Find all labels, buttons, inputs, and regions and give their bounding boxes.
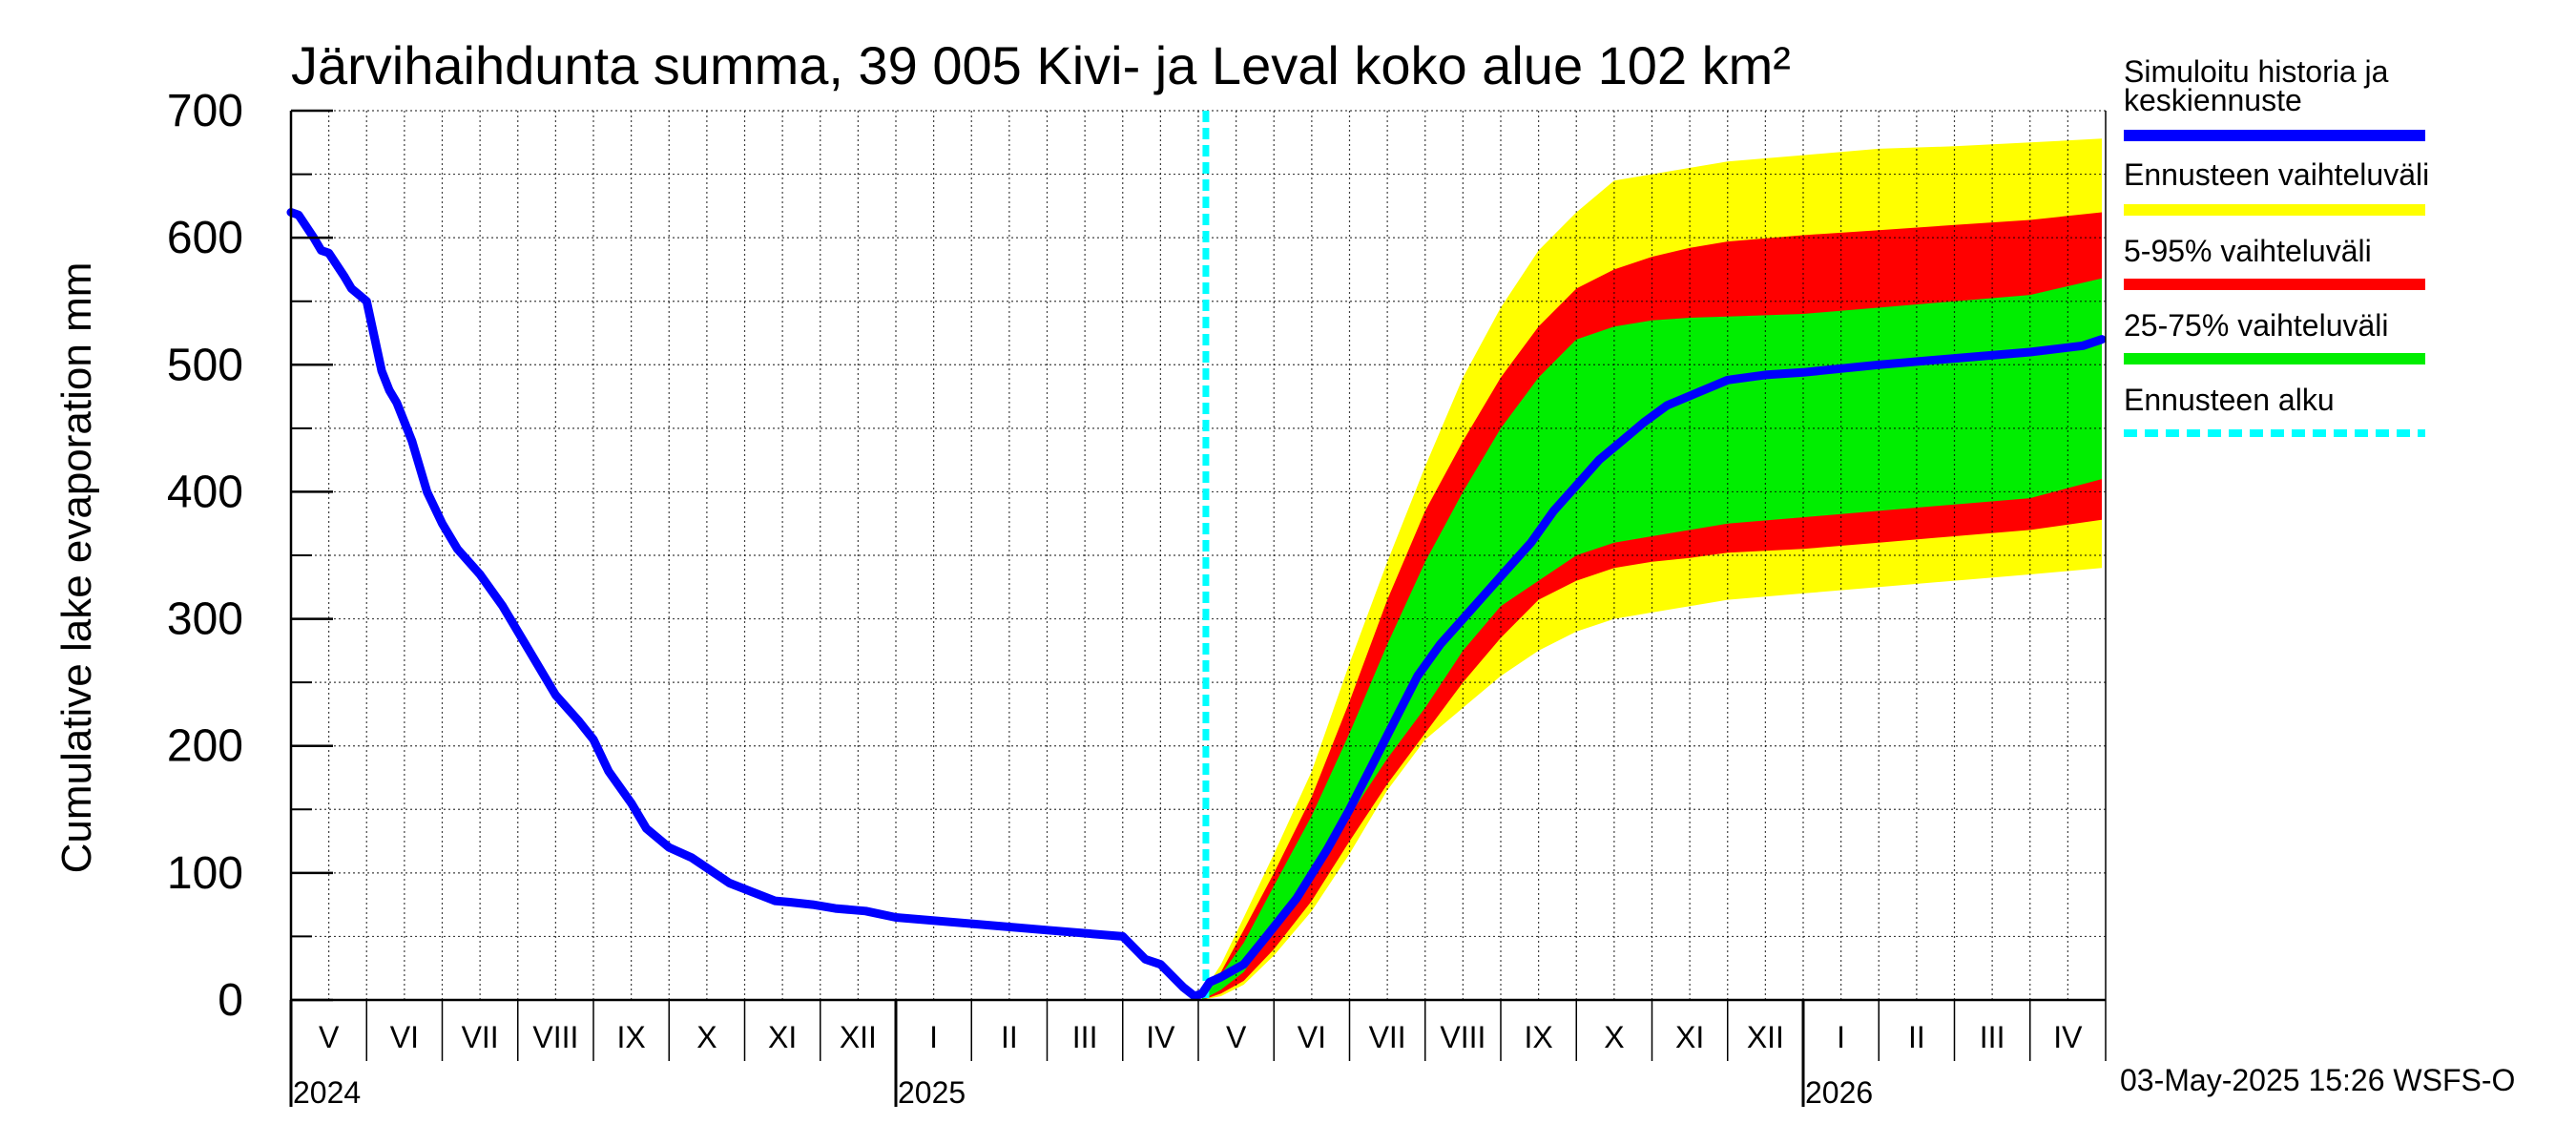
y-tick-label: 700: [167, 86, 243, 136]
y-axis-label: Cumulative lake evaporation mm: [53, 262, 100, 874]
x-month-label: X: [696, 1020, 717, 1054]
legend-label: Ennusteen vaihteluväli: [2124, 157, 2429, 192]
x-year-label: 2026: [1805, 1075, 1873, 1110]
series-lines: [286, 111, 2107, 1001]
legend-label: Simuloitu historia ja: [2124, 54, 2389, 89]
chart-title: Järvihaihdunta summa, 39 005 Kivi- ja Le…: [291, 35, 1791, 95]
x-month-label: III: [1072, 1020, 1098, 1054]
x-year-label: 2025: [898, 1075, 966, 1110]
y-tick-label: 200: [167, 721, 243, 772]
legend-label: keskiennuste: [2124, 83, 2302, 117]
x-year-label: 2024: [293, 1075, 361, 1110]
x-month-label: II: [1001, 1020, 1018, 1054]
x-month-label: IX: [617, 1020, 646, 1054]
x-month-label: V: [319, 1020, 340, 1054]
x-month-label: XII: [1747, 1020, 1784, 1054]
x-month-label: V: [1226, 1020, 1247, 1054]
x-month-label: III: [1980, 1020, 2005, 1054]
x-month-label: XII: [840, 1020, 877, 1054]
x-month-label: VI: [1298, 1020, 1326, 1054]
x-month-label: VII: [462, 1020, 499, 1054]
x-month-label: XI: [768, 1020, 797, 1054]
band-2: [1202, 278, 2102, 1000]
legend-label: Ennusteen alku: [2124, 383, 2335, 417]
x-month-label: XI: [1675, 1020, 1704, 1054]
y-tick-label: 100: [167, 848, 243, 899]
series-line-0: [286, 208, 2107, 1001]
legend-label: 25-75% vaihteluväli: [2124, 308, 2389, 343]
x-month-label: I: [1837, 1020, 1845, 1054]
timestamp-footer: 03-May-2025 15:26 WSFS-O: [2120, 1063, 2515, 1097]
x-month-label: IX: [1525, 1020, 1553, 1054]
x-month-label: II: [1908, 1020, 1925, 1054]
x-month-label: X: [1604, 1020, 1624, 1054]
legend-label: 5-95% vaihteluväli: [2124, 234, 2372, 268]
x-month-label: IV: [2053, 1020, 2083, 1054]
y-tick-label: 0: [218, 975, 243, 1026]
x-month-label: IV: [1146, 1020, 1175, 1054]
x-month-label: VII: [1369, 1020, 1406, 1054]
y-tick-label: 500: [167, 340, 243, 390]
x-month-label: VIII: [1440, 1020, 1485, 1054]
x-month-label: VI: [390, 1020, 419, 1054]
y-tick-label: 400: [167, 467, 243, 517]
axes: [289, 109, 2107, 1107]
y-tick-label: 600: [167, 213, 243, 263]
y-tick-labels: 0 100 200 300 400 500 600 700: [167, 86, 243, 1026]
x-month-label: VIII: [532, 1020, 578, 1054]
y-tick-label: 300: [167, 594, 243, 645]
x-tick-labels: V VI VII VIII IX X XI XII I II III IV V VI VII VIII IX X X…: [293, 1020, 2083, 1110]
x-month-label: I: [929, 1020, 938, 1054]
